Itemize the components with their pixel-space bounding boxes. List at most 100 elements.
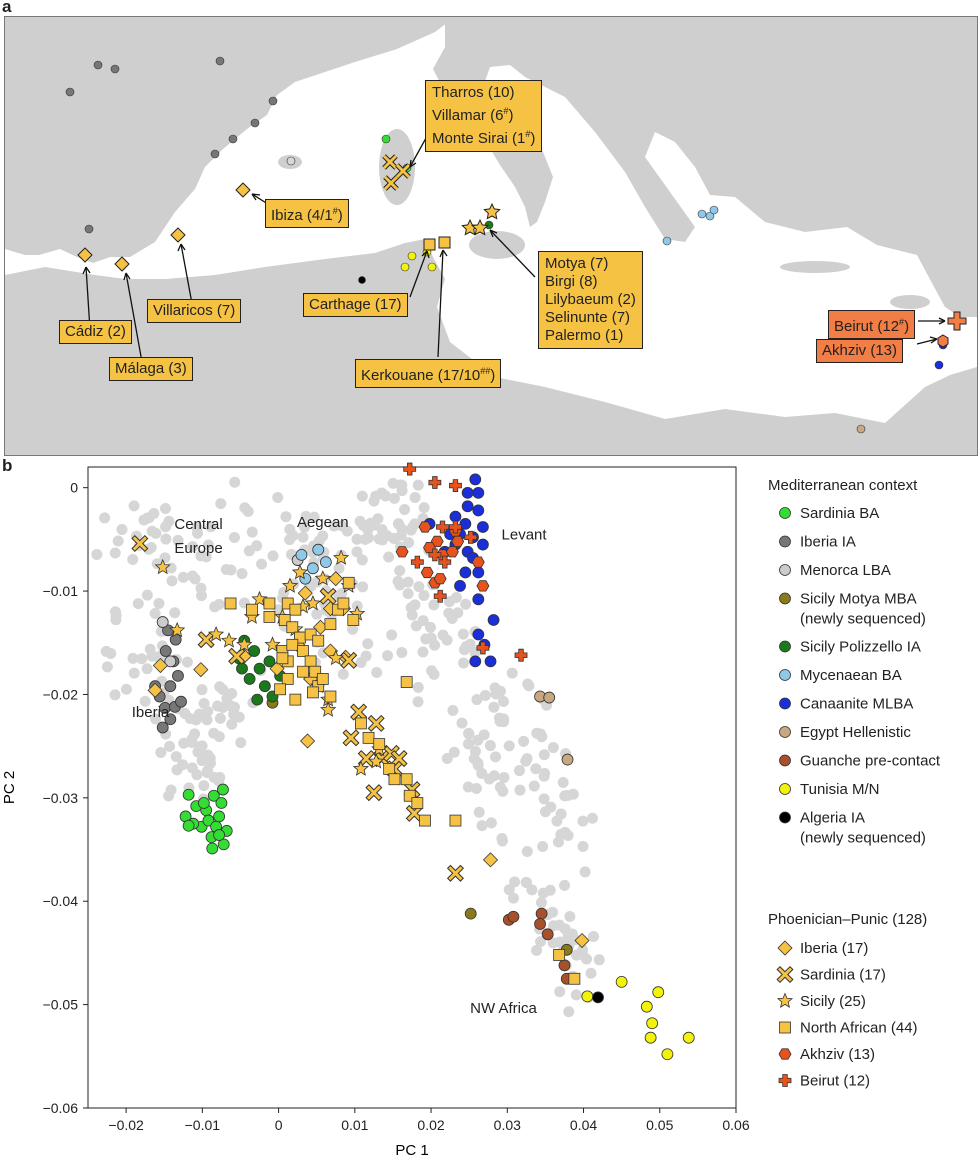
context-point	[652, 986, 665, 999]
background-point	[351, 533, 363, 545]
background-point	[538, 749, 550, 761]
punic-point	[436, 520, 449, 534]
punic-point	[147, 682, 163, 698]
x-fill	[341, 653, 356, 668]
background-point	[120, 683, 132, 695]
x-fill	[391, 751, 407, 766]
legend-marker	[779, 726, 791, 738]
background-point	[450, 591, 462, 603]
punic-point	[388, 773, 401, 786]
background-point	[528, 780, 540, 792]
punic-point	[312, 634, 325, 647]
background-point	[462, 781, 474, 793]
background-point	[447, 704, 459, 716]
background-point	[333, 562, 345, 574]
punic-point	[220, 632, 238, 648]
context-point	[541, 928, 554, 941]
background-point	[551, 815, 563, 827]
context-point	[169, 633, 182, 646]
label-line: Motya (7)	[545, 255, 609, 272]
background-point	[272, 492, 284, 504]
punic-point	[352, 760, 370, 776]
panel-label-a: a	[2, 0, 12, 16]
background-point	[177, 571, 189, 583]
context-point	[558, 959, 571, 972]
label-line: Tharros (10)	[432, 84, 515, 101]
context-series-10	[592, 991, 604, 1004]
background-point	[363, 532, 375, 544]
context-point	[172, 669, 184, 682]
background-point	[409, 491, 421, 503]
context-point	[197, 797, 210, 809]
background-point	[409, 599, 421, 611]
punic-point	[403, 462, 417, 476]
map-canvas	[5, 17, 977, 455]
background-point	[506, 667, 518, 679]
punic-point	[365, 784, 383, 802]
y-tick-label: −0.02	[43, 686, 79, 702]
background-point	[531, 944, 543, 956]
background-point	[472, 734, 484, 746]
punic-point	[246, 603, 258, 616]
background-point	[473, 806, 485, 818]
context-point	[164, 655, 177, 668]
punic-point	[574, 932, 590, 949]
background-point	[356, 490, 368, 502]
legend-label: (newly sequenced)	[800, 611, 926, 628]
punic-point	[319, 587, 337, 605]
background-point	[127, 652, 139, 664]
context-series-0	[179, 783, 233, 855]
punic-point	[297, 585, 313, 601]
y-tick-label: −0.06	[43, 1100, 79, 1116]
background-point	[538, 770, 550, 782]
legend-marker	[779, 1021, 791, 1034]
background-point	[308, 511, 320, 523]
background-point	[376, 534, 388, 546]
punic-point	[362, 731, 375, 744]
background-point	[394, 579, 406, 591]
background-point	[160, 533, 172, 545]
background-point	[392, 518, 404, 530]
background-point	[128, 667, 140, 679]
background-point	[395, 529, 407, 541]
punic-point	[514, 648, 528, 662]
background-point	[202, 539, 214, 551]
punic-point	[411, 797, 424, 809]
x-tick-label: −0.01	[185, 1117, 221, 1133]
background-point	[530, 763, 542, 775]
background-point	[196, 590, 208, 602]
background-point	[490, 688, 502, 700]
background-point	[513, 765, 525, 777]
legend-label: Egypt Hellenistic	[800, 724, 911, 741]
punic-point	[342, 729, 360, 747]
background-point	[476, 820, 488, 832]
context-point	[213, 810, 226, 823]
legend-title-context: Mediterranean context	[768, 477, 918, 494]
background-point	[200, 551, 212, 563]
y-tick-label: −0.03	[43, 790, 79, 806]
punic-point	[367, 714, 385, 732]
x-fill	[369, 716, 384, 731]
context-point	[156, 616, 169, 628]
background-point	[171, 764, 183, 776]
punic-point	[428, 476, 442, 489]
punic-point	[390, 750, 408, 768]
background-point	[229, 476, 241, 488]
region-annotation: NW Africa	[470, 1000, 537, 1017]
background-point	[396, 646, 408, 658]
punic-point	[347, 614, 360, 626]
background-point	[457, 628, 469, 640]
region-annotation: Levant	[502, 526, 548, 543]
background-point	[470, 783, 482, 795]
background-point	[214, 771, 226, 783]
background-point	[300, 510, 312, 522]
punic-point	[446, 864, 464, 882]
background-point	[360, 650, 372, 662]
legend-marker	[779, 535, 791, 548]
land-cyprus	[890, 295, 930, 309]
punic-point	[274, 683, 287, 696]
background-point	[212, 700, 224, 712]
x-outline	[776, 965, 794, 984]
x-tick-label: −0.02	[108, 1117, 144, 1133]
background-point	[503, 884, 515, 896]
